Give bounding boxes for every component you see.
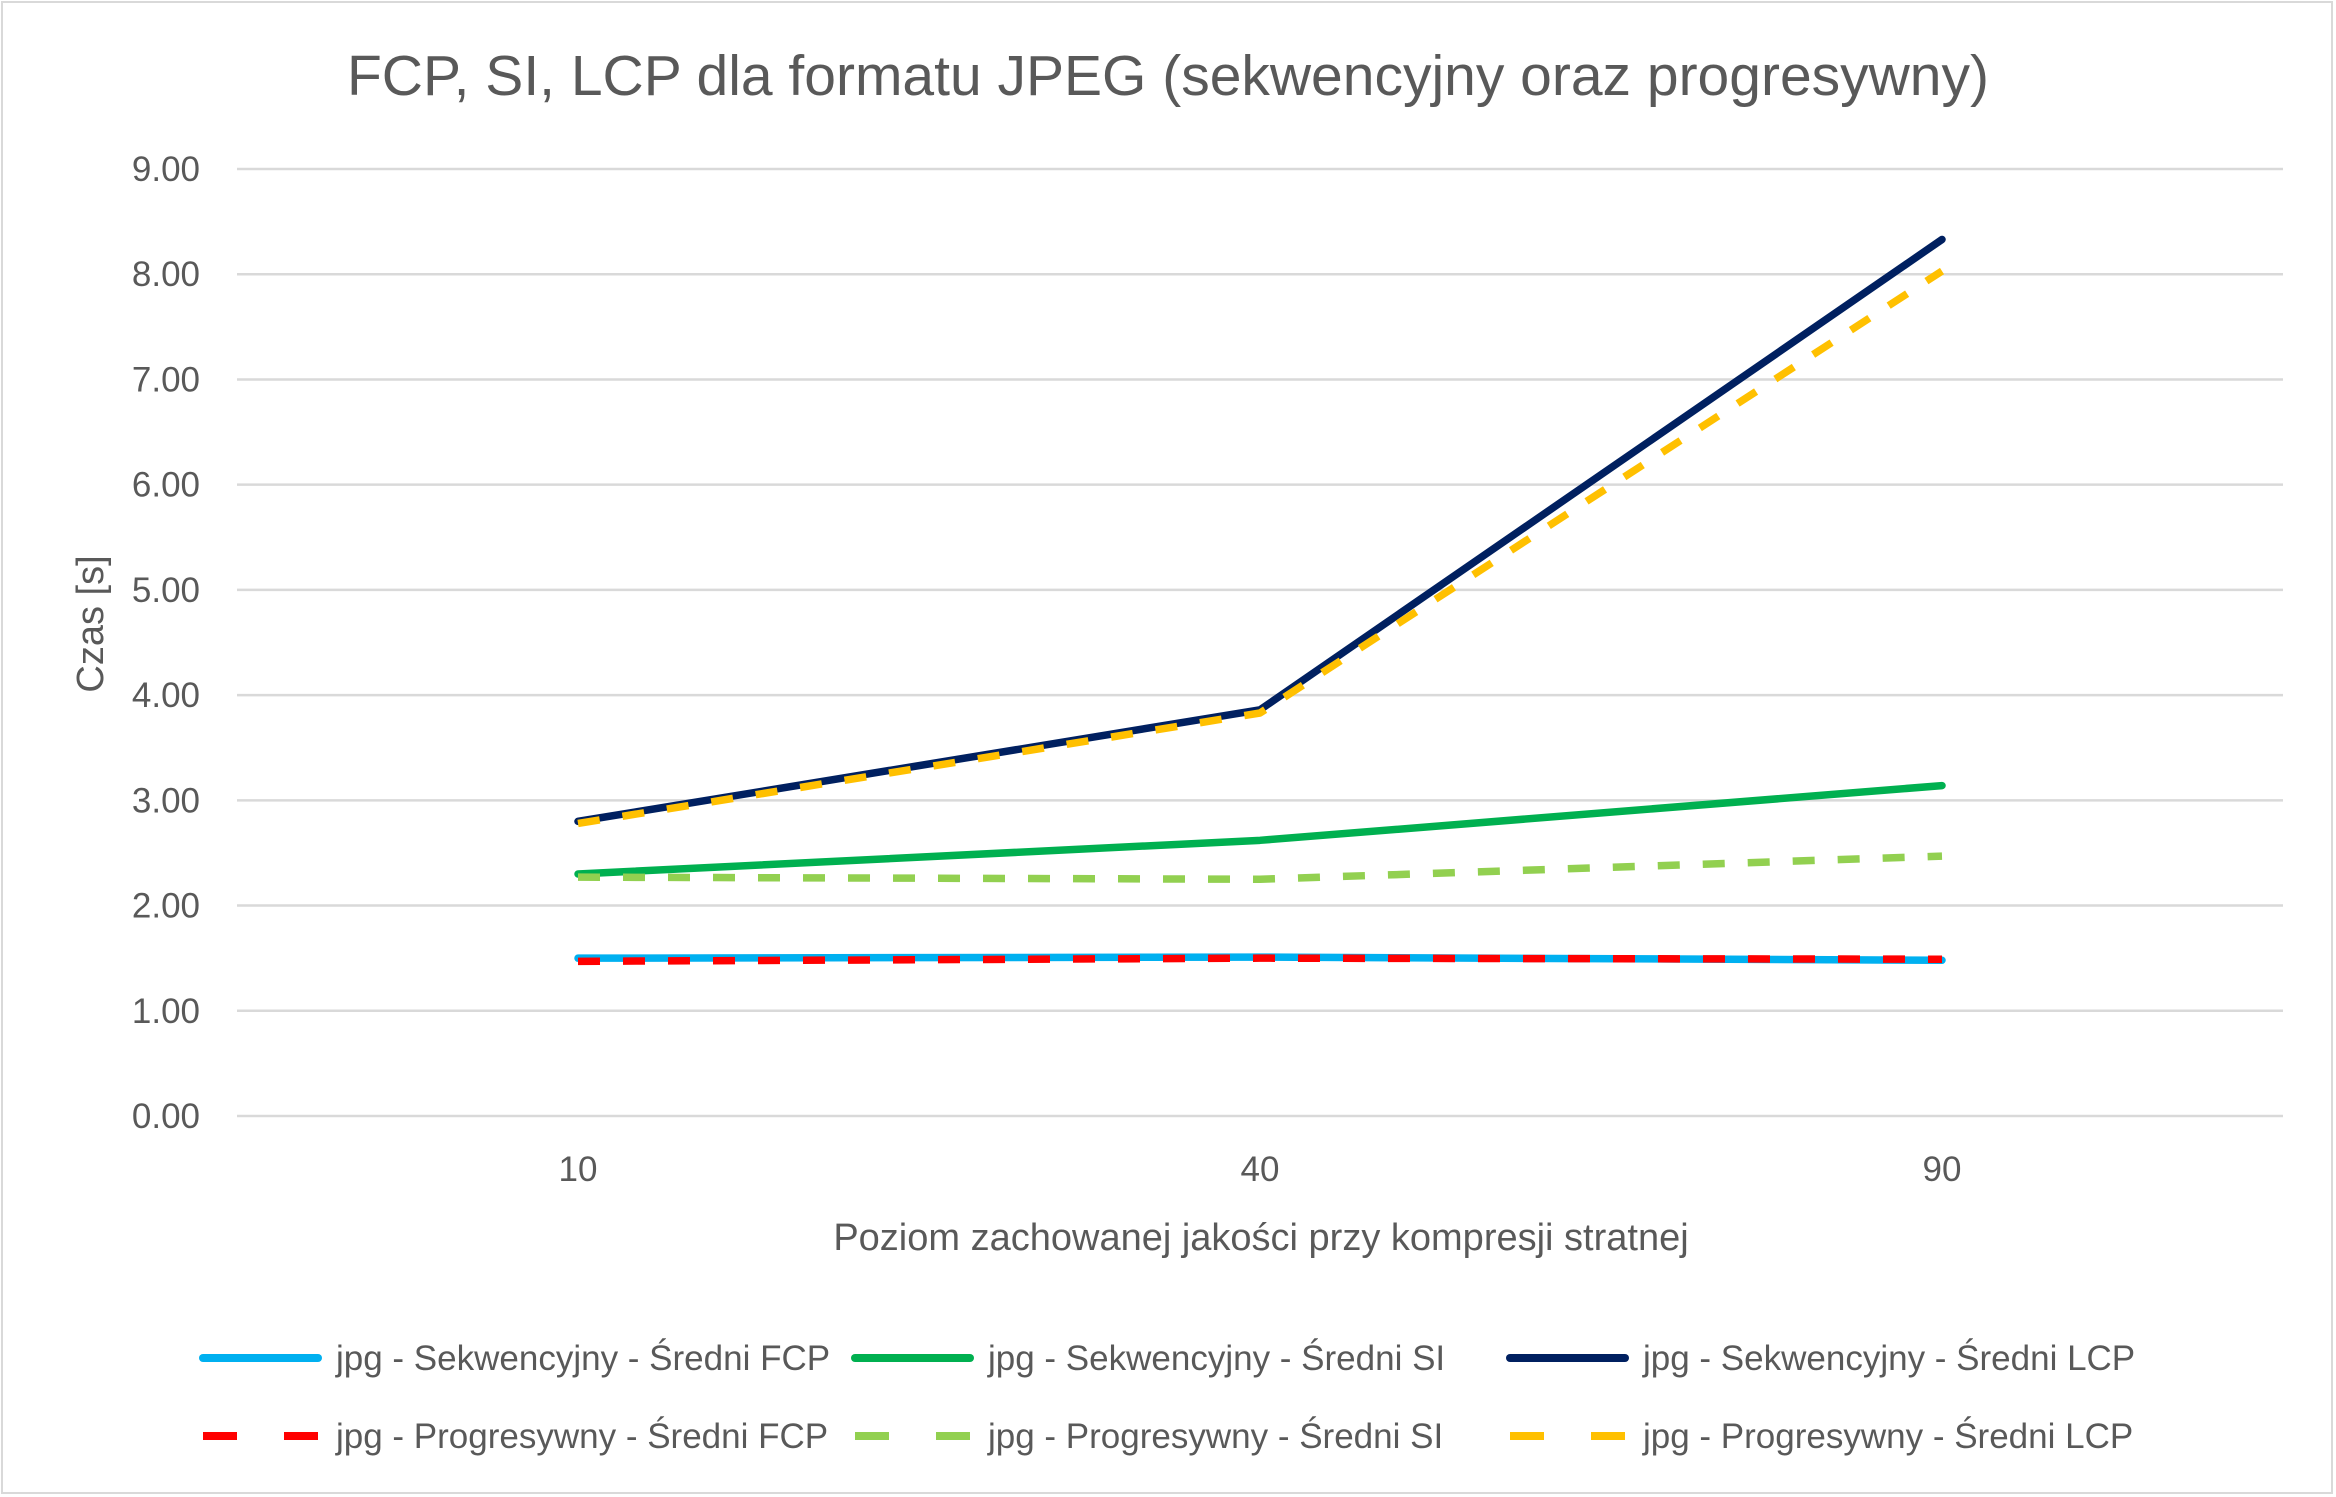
- x-axis-ticks: 10 40 90: [559, 1150, 1962, 1189]
- x-tick-label: 10: [559, 1150, 598, 1189]
- x-axis-label: Poziom zachowanej jakości przy kompresji…: [833, 1217, 1688, 1259]
- y-tick-label: 4.00: [132, 676, 200, 715]
- y-tick-label: 5.00: [132, 571, 200, 610]
- legend-label-4: jpg - Progresywny - Średni SI: [987, 1416, 1443, 1456]
- series-line-4: [577, 852, 1943, 883]
- y-tick-label: 7.00: [132, 360, 200, 399]
- series-line-1: [574, 781, 1946, 878]
- y-tick-label: 3.00: [132, 781, 200, 820]
- y-axis-ticks: 0.00 1.00 2.00 3.00 4.00 5.00 6.00 7.00 8.00 9.00: [132, 150, 200, 1136]
- gridlines: [237, 167, 2283, 1118]
- chart-title: FCP, SI, LCP dla formatu JPEG (sekwencyj…: [347, 44, 1989, 108]
- y-tick-label: 2.00: [132, 887, 200, 926]
- legend-label-0: jpg - Sekwencyjny - Średni FCP: [335, 1338, 830, 1378]
- x-tick-label: 40: [1241, 1150, 1280, 1189]
- series-line-2: [574, 235, 1946, 826]
- legend-label-5: jpg - Progresywny - Średni LCP: [1642, 1416, 2133, 1456]
- y-tick-label: 6.00: [132, 466, 200, 505]
- y-tick-label: 9.00: [132, 150, 200, 189]
- legend-label-1: jpg - Sekwencyjny - Średni SI: [987, 1338, 1445, 1378]
- series-line-3: [577, 954, 1943, 966]
- legend-label-3: jpg - Progresywny - Średni FCP: [335, 1416, 828, 1456]
- series-lines: [574, 235, 1946, 966]
- x-tick-label: 90: [1923, 1150, 1962, 1189]
- legend-label-2: jpg - Sekwencyjny - Średni LCP: [1642, 1338, 2135, 1378]
- y-axis-label: Czas [s]: [70, 555, 112, 692]
- legend: jpg - Sekwencyjny - Średni FCP jpg - Sekw…: [199, 1338, 2135, 1456]
- y-tick-label: 8.00: [132, 255, 200, 294]
- y-tick-label: 1.00: [132, 992, 200, 1031]
- series-line-5: [577, 267, 1945, 828]
- y-tick-label: 0.00: [132, 1097, 200, 1136]
